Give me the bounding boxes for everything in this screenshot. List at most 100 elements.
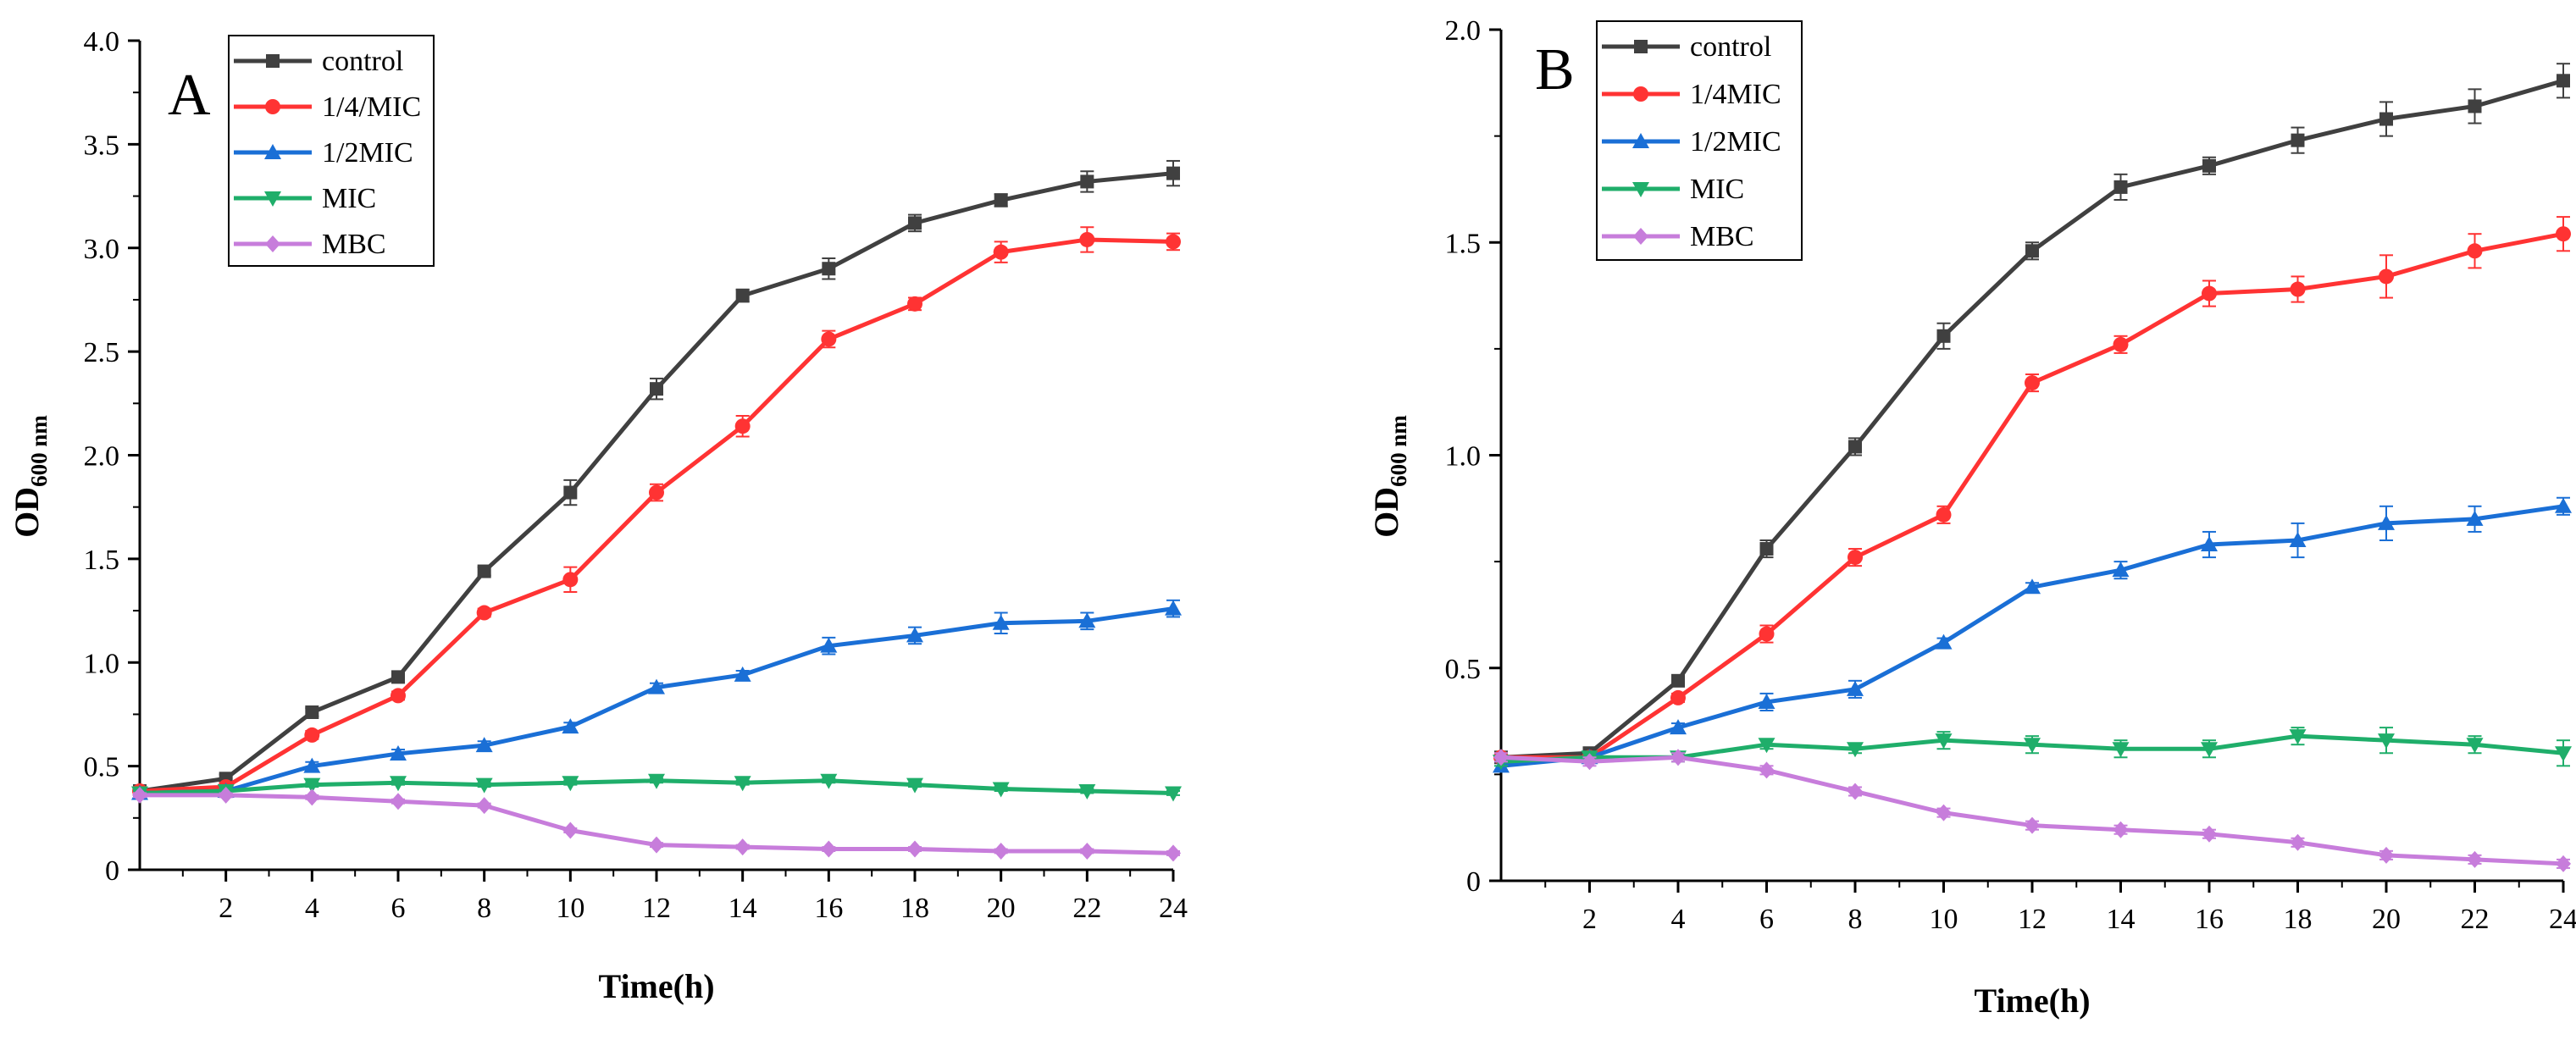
x-tick-label: 22 xyxy=(1072,893,1101,924)
data-point xyxy=(993,244,1009,260)
x-tick-label: 4 xyxy=(1671,904,1686,935)
x-axis-title: Time(h) xyxy=(598,967,714,1005)
data-point xyxy=(1166,166,1180,180)
data-point xyxy=(648,678,665,694)
data-point xyxy=(992,782,1010,798)
x-tick-label: 20 xyxy=(2372,904,2401,935)
data-point xyxy=(1936,506,1952,523)
y-tick-label: 0 xyxy=(1466,866,1481,898)
data-point xyxy=(821,840,837,858)
data-point xyxy=(476,605,492,621)
y-tick-label: 0 xyxy=(105,855,119,887)
x-tick-label: 10 xyxy=(1930,904,1958,935)
data-point xyxy=(1936,329,1951,343)
series-1-2mic xyxy=(131,599,1182,800)
data-point xyxy=(908,216,922,230)
y-axis-title-main: OD xyxy=(1367,487,1405,538)
legend-swatch-marker xyxy=(265,99,280,114)
legend: control 1/4/MIC 1/2MIC MIC MBC xyxy=(228,35,435,267)
data-point xyxy=(2290,281,2306,297)
x-tick-label: 12 xyxy=(2018,904,2047,935)
y-tick-label: 1.5 xyxy=(1445,228,1482,259)
legend-swatch-marker xyxy=(1633,228,1648,245)
panel-a: 00.51.01.52.02.53.03.54.02 4 6 8 10 12 14 16 18 2… xyxy=(8,26,1188,1005)
data-point xyxy=(649,836,664,854)
data-point xyxy=(2112,742,2130,758)
y-tick-label: 3.5 xyxy=(84,130,120,161)
series-line xyxy=(139,606,1174,795)
data-point xyxy=(821,331,837,347)
data-point xyxy=(1670,719,1687,735)
legend-label: 1/2MIC xyxy=(1690,126,1781,158)
data-point xyxy=(1935,633,1953,650)
data-point xyxy=(2113,821,2129,838)
x-tick-label: 18 xyxy=(900,893,929,924)
y-tick-label: 0.5 xyxy=(1445,654,1482,685)
data-point xyxy=(1759,542,1774,556)
data-point xyxy=(1671,673,1685,688)
data-point xyxy=(1670,689,1686,705)
data-point xyxy=(2466,510,2484,526)
data-point xyxy=(2025,375,2040,391)
data-point xyxy=(1935,733,1953,750)
x-tick-label: 18 xyxy=(2284,904,2313,935)
x-tick-label: 16 xyxy=(2195,904,2224,935)
y-axis-title-subscript: 600 nm xyxy=(26,415,52,487)
data-point xyxy=(2379,268,2394,285)
data-point xyxy=(562,821,579,839)
y-tick-label: 1.0 xyxy=(1445,441,1482,473)
data-point xyxy=(734,776,751,792)
data-point xyxy=(1166,844,1181,862)
data-point xyxy=(1848,440,1862,454)
data-point xyxy=(1079,231,1095,247)
series-line xyxy=(1500,755,2564,866)
series-mic xyxy=(131,773,1182,802)
legend-swatch-marker xyxy=(1632,133,1649,148)
data-point xyxy=(2202,285,2217,301)
series-line xyxy=(1501,231,2564,760)
data-point xyxy=(2378,733,2395,750)
data-point xyxy=(1079,842,1095,860)
x-tick-label: 14 xyxy=(2107,904,2136,935)
data-point xyxy=(907,840,922,858)
data-point xyxy=(2466,738,2484,754)
data-point xyxy=(2112,561,2130,578)
data-point xyxy=(734,666,751,682)
data-point xyxy=(303,777,321,794)
data-point xyxy=(992,614,1010,630)
series-control xyxy=(133,159,1180,798)
data-point xyxy=(2113,180,2128,194)
data-point xyxy=(1847,742,1864,758)
legend-swatch-marker xyxy=(266,54,280,68)
series-line xyxy=(139,237,1174,794)
data-point xyxy=(304,788,320,806)
data-point xyxy=(1758,693,1776,709)
data-point xyxy=(2201,742,2218,758)
x-tick-label: 24 xyxy=(1159,893,1188,924)
data-point xyxy=(2556,855,2571,872)
data-point xyxy=(650,382,663,396)
y-tick-label: 2.5 xyxy=(84,337,120,368)
y-tick-label: 2.0 xyxy=(1445,15,1482,47)
data-point xyxy=(735,289,750,303)
data-point xyxy=(993,842,1009,860)
legend-label: MBC xyxy=(1690,221,1754,252)
x-tick-label: 24 xyxy=(2549,904,2576,935)
data-point xyxy=(476,797,492,815)
data-point xyxy=(2289,729,2307,745)
x-tick-label: 2 xyxy=(219,893,233,924)
legend-label: control xyxy=(1690,31,1771,63)
data-point xyxy=(475,737,493,753)
y-tick-label: 4.0 xyxy=(84,26,120,58)
data-point xyxy=(1080,174,1094,189)
data-point xyxy=(303,757,321,773)
x-tick-label: 12 xyxy=(642,893,671,924)
legend-label: MBC xyxy=(322,229,386,260)
legend-swatch-marker xyxy=(1634,40,1648,53)
data-point xyxy=(2202,825,2217,843)
x-tick-label: 20 xyxy=(987,893,1016,924)
x-tick-label: 8 xyxy=(477,893,491,924)
data-point xyxy=(648,773,665,789)
x-tick-label: 2 xyxy=(1582,904,1597,935)
data-point xyxy=(2201,536,2218,552)
